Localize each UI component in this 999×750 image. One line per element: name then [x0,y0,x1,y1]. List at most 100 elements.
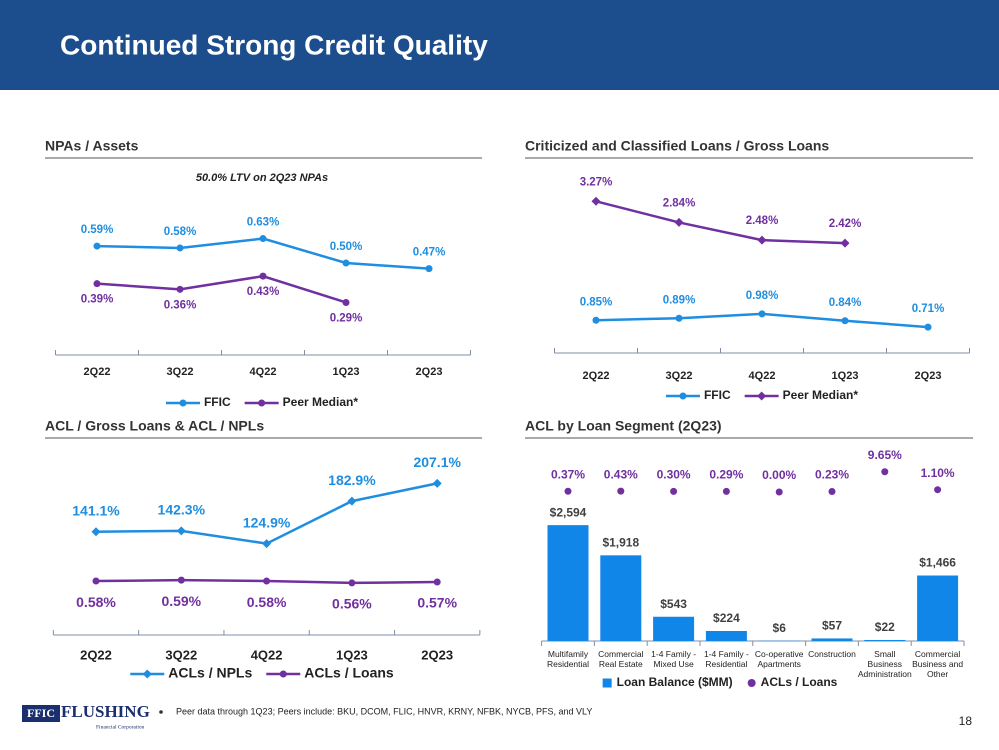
legend-swatch [179,399,187,407]
legend-swatch [602,678,612,688]
data-label: 0.00% [762,468,796,482]
x-tick-label: 3Q22 [167,366,194,378]
data-label: 0.37% [551,467,585,481]
data-label: 0.29% [709,468,743,482]
x-tick-label: 4Q22 [749,370,776,382]
data-label: $224 [713,611,740,625]
point [934,486,942,494]
logo-box [22,705,60,722]
data-label: 0.29% [330,313,363,325]
data-label: 0.59% [81,224,114,236]
point [347,496,357,506]
x-tick-label: 3Q22 [165,647,197,662]
point [433,578,441,586]
point [591,196,601,206]
data-label: 1.10% [921,466,955,480]
point [675,314,683,322]
data-label: $2,594 [550,505,587,519]
x-tick-label: 1Q23 [832,370,859,382]
point [177,576,185,584]
data-label: 0.30% [657,468,691,482]
x-tick-label: 2Q23 [421,647,453,662]
chart-title: NPAs / Assets [45,138,139,154]
header-band [0,0,999,90]
x-tick-label: 4Q22 [251,647,283,662]
x-tick-label: Co-operative Apartments [754,649,804,669]
point [841,317,849,325]
point [564,487,572,495]
bar [705,630,747,641]
x-tick-label: 1-4 Family - Residential [703,649,749,669]
data-label: 0.23% [815,468,849,482]
legend-label: FFIC [704,388,731,402]
x-tick-label: 1Q23 [333,366,360,378]
legend-label: Loan Balance ($MM) [617,675,733,689]
data-label: 0.85% [580,296,613,308]
data-label: $57 [822,619,842,633]
data-label: 0.43% [604,467,638,481]
bar [917,575,959,641]
series-line [96,274,347,304]
data-label: 142.3% [158,502,206,518]
point [91,527,101,537]
legend-label: FFIC [204,395,231,409]
point [176,244,184,252]
data-label: 0.84% [829,297,862,309]
legend-label: Peer Median* [283,395,359,409]
data-label: 182.9% [328,472,376,488]
data-label: $6 [773,621,787,635]
data-label: 207.1% [413,454,461,470]
point [757,235,767,245]
x-tick-label: Small Business Administration [857,649,912,679]
point [263,577,271,585]
point [262,539,272,549]
data-label: 0.98% [746,290,779,302]
point [425,265,433,273]
data-label: 0.89% [663,294,696,306]
x-tick-label: Multifamily Residential [546,649,590,669]
point [924,323,932,331]
legend-swatch [142,669,152,679]
data-label: 0.58% [247,594,287,610]
point [259,272,267,280]
point [176,285,184,293]
data-label: 2.48% [746,215,779,227]
point [840,238,850,248]
x-tick-label: Commercial Real Estate [598,649,644,669]
data-label: 0.50% [330,241,363,253]
x-tick-label: 4Q22 [250,366,277,378]
chart-title: Criticized and Classified Loans / Gross … [525,138,829,154]
slide-title: Continued Strong Credit Quality [60,29,488,60]
point [670,487,678,495]
data-label: 141.1% [72,502,120,518]
data-label: 0.36% [164,299,197,311]
x-tick-label: 2Q23 [416,366,443,378]
series-line [96,237,430,270]
x-tick-label: Construction [808,649,856,659]
page-number: 18 [959,714,973,728]
data-label: 2.84% [663,197,696,209]
chart-subtitle: 50.0% LTV on 2Q23 NPAs [196,172,328,184]
data-label: 0.58% [76,594,116,610]
data-label: $1,466 [919,556,956,570]
point [93,280,101,288]
x-tick-label: Commercial Business and Other [912,649,964,679]
bar [600,555,642,641]
footnote: Peer data through 1Q23; Peers include: B… [176,706,592,716]
legend-swatch [747,679,756,687]
x-tick-label: 2Q22 [583,370,610,382]
legend-swatch [279,670,287,678]
legend-label: ACLs / Loans [304,665,394,681]
legend-label: ACLs / Loans [761,675,838,689]
point [259,235,267,243]
x-tick-label: 2Q22 [84,366,111,378]
data-label: $1,918 [602,536,639,550]
chart-title: ACL by Loan Segment (2Q23) [525,418,722,434]
point [828,488,836,496]
data-label: 0.43% [247,286,280,298]
point [176,526,186,536]
data-label: 0.63% [247,217,280,229]
logo-mark: FFIC [27,706,55,720]
